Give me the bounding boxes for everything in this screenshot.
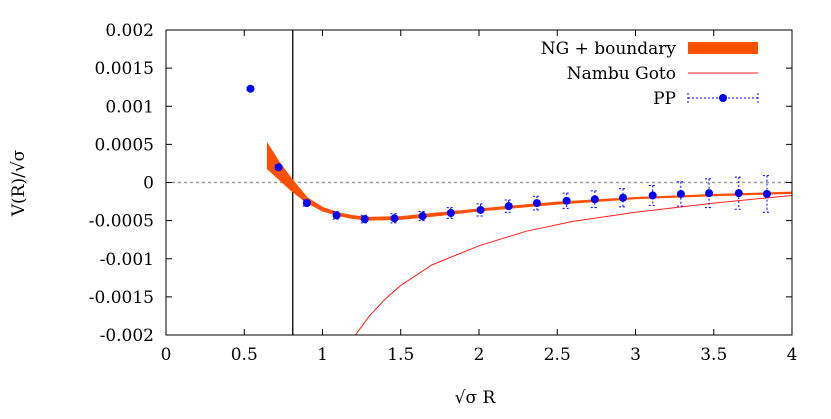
y-tick-label: 0 (143, 174, 154, 194)
data-point (246, 84, 255, 93)
ticks-layer: 0 0.5 1 1.5 2 2.5 3 3.5 4 0.002 0.0015 0.001 0.0005 0… (89, 21, 798, 365)
data-point (648, 191, 657, 200)
data-point (504, 202, 513, 211)
data-point (476, 205, 485, 214)
y-tick-label: -0.002 (100, 326, 154, 346)
x-tick-label: 2.5 (544, 345, 571, 365)
data-point (446, 209, 455, 217)
legend-marker (719, 94, 727, 102)
x-tick-label: 0.5 (231, 345, 258, 365)
data-point (762, 189, 771, 198)
y-tick-label: 0.002 (105, 21, 154, 41)
x-axis-label: √σ R (455, 388, 497, 408)
x-tick-label: 0 (161, 345, 172, 365)
data-point (332, 211, 341, 220)
data-point (360, 215, 369, 224)
y-tick-label: -0.001 (100, 250, 154, 270)
y-tick-label: -0.0005 (89, 212, 154, 232)
x-tick-label: 1.5 (387, 345, 414, 365)
y-tick-label: 0.0015 (95, 59, 154, 79)
data-point (390, 214, 399, 223)
legend-swatch (688, 42, 758, 54)
zero-line-layer (166, 30, 792, 335)
marks-layer (246, 84, 792, 335)
x-tick-label: 2 (474, 345, 485, 365)
data-point (705, 189, 714, 198)
line-path (354, 194, 792, 335)
data-point (676, 189, 685, 198)
x-tick-label: 3.5 (700, 345, 727, 365)
series-nambu-goto (354, 194, 792, 335)
data-point (418, 212, 427, 221)
y-axis-label: V(R)/√σ (9, 149, 29, 217)
data-point (734, 189, 743, 198)
data-point (590, 195, 599, 204)
data-point (274, 163, 283, 172)
legend-label: PP (653, 89, 676, 109)
y-tick-label: 0.0005 (95, 135, 154, 155)
series-pp (246, 84, 771, 224)
x-tick-label: 4 (787, 345, 798, 365)
data-point (302, 199, 311, 208)
data-point (562, 196, 571, 205)
x-tick-label: 3 (630, 345, 641, 365)
data-point (618, 193, 627, 202)
y-tick-label: 0.001 (105, 97, 154, 117)
y-tick-label: -0.0015 (89, 288, 154, 308)
data-point (532, 199, 541, 208)
x-tick-label: 1 (317, 345, 328, 365)
legend-label: Nambu Goto (567, 64, 676, 84)
legend: NG + boundary Nambu Goto PP (541, 39, 759, 109)
legend-label: NG + boundary (541, 39, 677, 59)
